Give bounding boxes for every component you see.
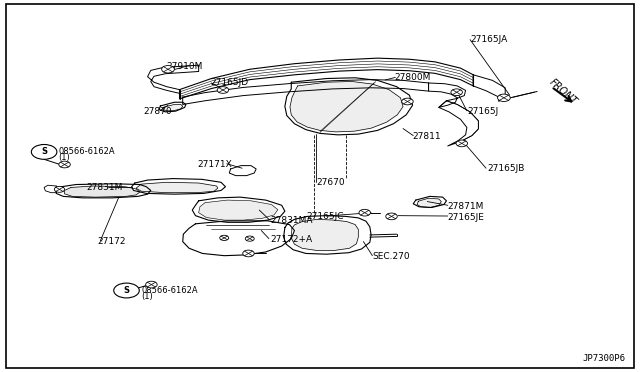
Polygon shape: [291, 219, 358, 250]
Text: 27831MA: 27831MA: [270, 216, 313, 225]
Circle shape: [146, 281, 157, 288]
Circle shape: [31, 144, 57, 159]
Polygon shape: [163, 105, 182, 111]
Text: 27670: 27670: [316, 178, 345, 187]
Text: 27870: 27870: [144, 108, 172, 116]
Polygon shape: [65, 186, 140, 197]
Text: 27165JE: 27165JE: [448, 213, 484, 222]
Polygon shape: [473, 75, 505, 102]
Circle shape: [217, 87, 228, 93]
Text: 08566-6162A: 08566-6162A: [58, 147, 115, 155]
Polygon shape: [136, 182, 218, 193]
Polygon shape: [44, 185, 56, 193]
Text: 27831M: 27831M: [86, 183, 123, 192]
Text: 27172: 27172: [98, 237, 126, 246]
Polygon shape: [290, 81, 403, 132]
Text: 27172+A: 27172+A: [270, 235, 312, 244]
Polygon shape: [198, 200, 278, 220]
Circle shape: [245, 236, 254, 241]
Polygon shape: [285, 78, 413, 135]
Text: 27800M: 27800M: [394, 73, 431, 82]
Circle shape: [386, 213, 397, 220]
Circle shape: [162, 65, 174, 73]
Polygon shape: [413, 196, 447, 208]
Polygon shape: [182, 80, 429, 105]
Text: 27165J: 27165J: [467, 108, 498, 116]
Text: 27171X: 27171X: [197, 160, 232, 169]
Text: 27910M: 27910M: [167, 62, 203, 71]
Circle shape: [54, 186, 65, 192]
Circle shape: [451, 89, 463, 96]
Text: 27165JA: 27165JA: [470, 35, 508, 44]
Circle shape: [114, 283, 140, 298]
Text: 27811: 27811: [412, 132, 440, 141]
Text: S: S: [41, 147, 47, 156]
Polygon shape: [182, 221, 294, 256]
Text: FRONT: FRONT: [547, 77, 579, 106]
Circle shape: [59, 161, 70, 168]
Polygon shape: [179, 58, 473, 99]
Polygon shape: [192, 197, 285, 222]
Text: 08566-6162A: 08566-6162A: [141, 286, 198, 295]
Polygon shape: [159, 102, 186, 112]
Polygon shape: [284, 216, 371, 254]
Circle shape: [243, 250, 254, 257]
Text: S: S: [124, 286, 129, 295]
Text: (1): (1): [58, 153, 70, 161]
Text: 27165JB: 27165JB: [487, 164, 525, 173]
Polygon shape: [56, 184, 151, 198]
Polygon shape: [417, 198, 442, 208]
Polygon shape: [429, 83, 466, 108]
Circle shape: [220, 235, 228, 240]
Circle shape: [497, 94, 510, 102]
Circle shape: [456, 140, 467, 147]
Circle shape: [359, 209, 371, 216]
Polygon shape: [439, 101, 478, 146]
Text: 27165JD: 27165JD: [210, 78, 248, 87]
Circle shape: [402, 98, 413, 105]
Text: (1): (1): [141, 292, 153, 301]
Text: JP7300P6: JP7300P6: [582, 354, 625, 363]
Text: SEC.270: SEC.270: [372, 252, 410, 261]
Text: 27871M: 27871M: [448, 202, 484, 211]
Polygon shape: [132, 179, 225, 194]
Polygon shape: [229, 166, 256, 176]
Text: 27165JC: 27165JC: [306, 212, 344, 221]
Polygon shape: [148, 65, 198, 93]
